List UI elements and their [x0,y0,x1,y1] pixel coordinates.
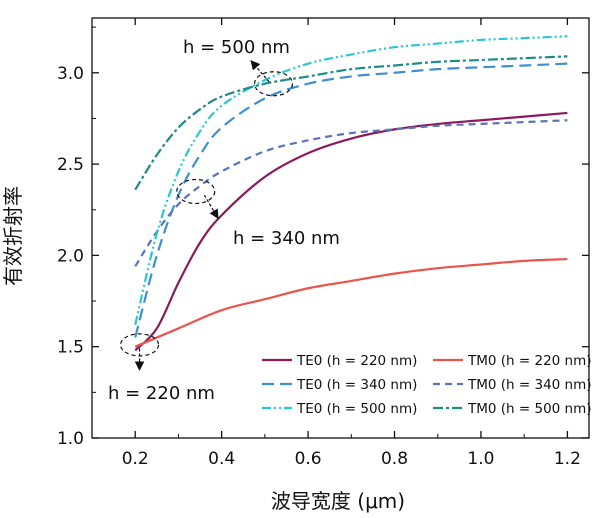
annotation-arrow [250,60,270,83]
x-tick-label: 1.2 [554,449,581,469]
y-tick-label: 3.0 [57,64,84,84]
annotation-label: h = 500 nm [183,37,290,58]
plot-frame: 0.2 0.4 0.6 0.8 1.0 1.2 1.0 1.5 2.0 2.5 3.0 [57,17,590,469]
legend-label: TE0 (h = 340 nm) [296,377,417,393]
series-line-2 [134,62,568,338]
annotation-label: h = 220 nm [108,383,215,404]
series-line-0 [134,111,568,352]
annotation-ellipse [176,178,216,205]
series-line-1 [134,257,568,348]
annotation-label: h = 340 nm [233,228,340,249]
legend: TE0 (h = 220 nm) TM0 (h = 220 nm) TE0 (h =… [262,353,592,417]
legend-label: TE0 (h = 500 nm) [296,401,417,417]
x-tick-label: 0.4 [208,449,235,469]
legend-label: TE0 (h = 220 nm) [296,353,417,369]
x-tick-label: 0.8 [381,449,408,469]
y-axis-title: 有效折射率 [1,186,25,286]
x-tick-label: 1.0 [467,449,494,469]
annotation-ellipse [253,71,294,97]
y-tick-label: 1.5 [57,338,84,358]
legend-label: TM0 (h = 220 nm) [467,353,592,369]
series-layer [134,35,568,352]
y-tick-label: 2.5 [57,155,84,175]
series-line-4 [134,35,568,326]
x-tick-label: 0.2 [122,449,149,469]
series-line-5 [134,55,568,191]
x-axis-title: 波导宽度 (μm) [271,489,405,513]
series-line-3 [134,119,568,267]
y-tick-label: 1.0 [57,429,84,449]
annotation-arrow [203,194,219,220]
legend-label: TM0 (h = 340 nm) [467,377,592,393]
legend-label: TM0 (h = 500 nm) [467,401,592,417]
x-tick-label: 0.6 [295,449,322,469]
annotations: h = 500 nm h = 340 nm h = 220 nm [108,37,340,404]
y-tick-label: 2.0 [57,246,84,266]
plot-border [91,17,590,439]
